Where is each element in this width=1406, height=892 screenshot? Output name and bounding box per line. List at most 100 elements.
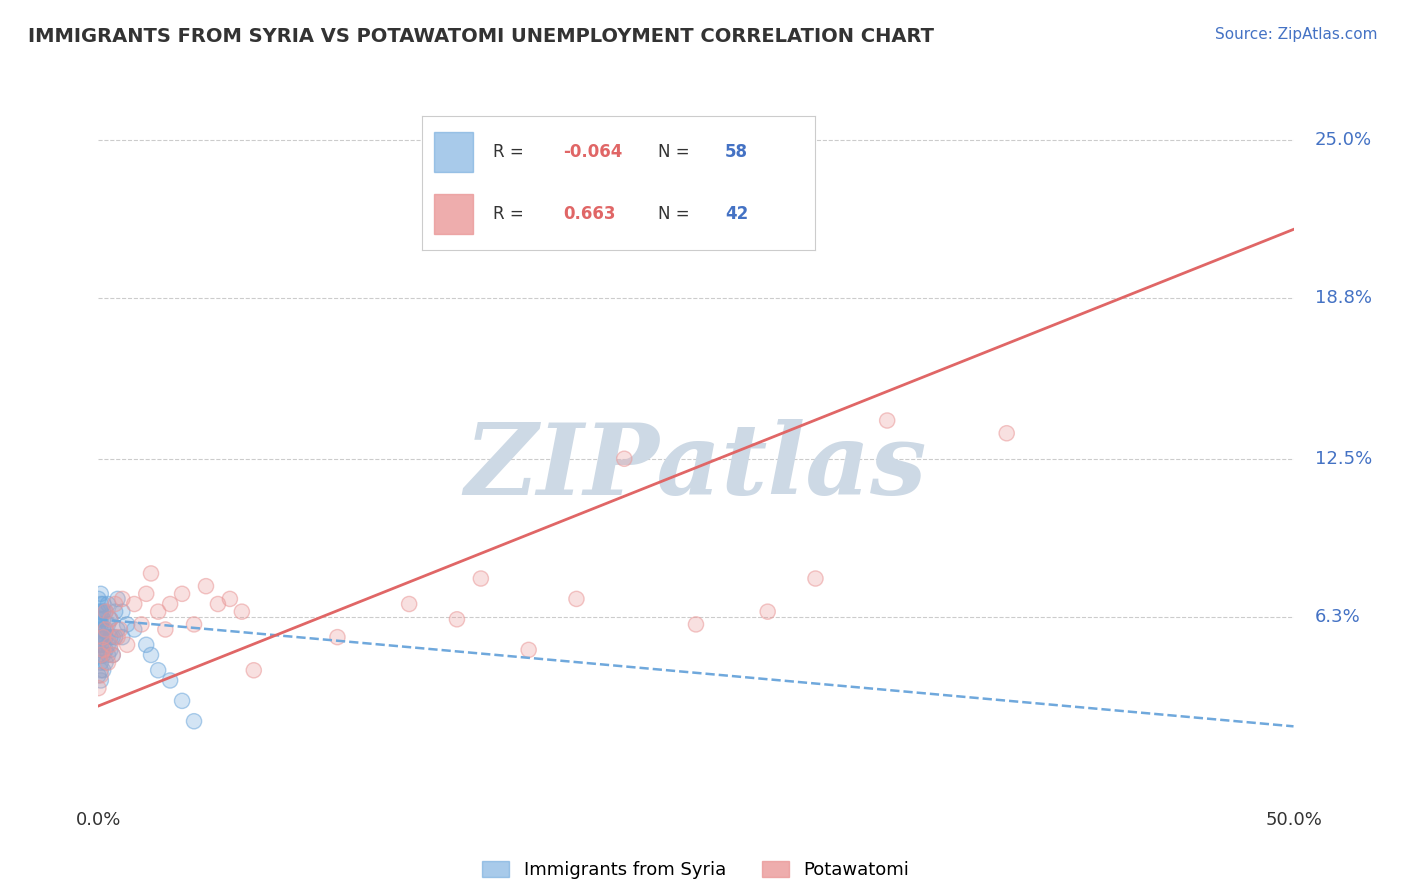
Point xyxy=(101,648,124,662)
Point xyxy=(91,612,114,626)
Point xyxy=(87,668,110,682)
Point xyxy=(159,597,181,611)
Point xyxy=(326,630,349,644)
Point xyxy=(124,623,146,637)
Point xyxy=(243,663,266,677)
Point xyxy=(219,591,242,606)
Point xyxy=(107,591,129,606)
Point xyxy=(97,656,120,670)
Point xyxy=(685,617,707,632)
Point xyxy=(94,623,117,637)
Point xyxy=(90,648,112,662)
Point xyxy=(148,663,170,677)
Point xyxy=(98,612,122,626)
Point xyxy=(159,673,181,688)
Point xyxy=(148,605,170,619)
Point xyxy=(90,638,112,652)
Point xyxy=(90,663,112,677)
Point xyxy=(139,566,162,581)
Point xyxy=(90,673,112,688)
Point xyxy=(87,668,110,682)
Point xyxy=(115,638,138,652)
Point xyxy=(326,630,349,644)
Point xyxy=(101,648,124,662)
Text: Source: ZipAtlas.com: Source: ZipAtlas.com xyxy=(1215,27,1378,42)
Point xyxy=(101,648,124,662)
Point xyxy=(90,617,112,632)
Point xyxy=(91,623,114,637)
Point xyxy=(98,612,122,626)
Point xyxy=(90,612,112,626)
Point xyxy=(517,643,540,657)
Point xyxy=(87,630,110,644)
Point xyxy=(111,630,134,644)
Point xyxy=(91,605,114,619)
Text: 6.3%: 6.3% xyxy=(1315,607,1361,626)
Point xyxy=(398,597,420,611)
Point xyxy=(172,587,194,601)
Text: R =: R = xyxy=(492,204,523,223)
Point xyxy=(91,630,114,644)
Point xyxy=(115,617,138,632)
Point xyxy=(98,638,122,652)
Point xyxy=(207,597,229,611)
Point xyxy=(995,426,1018,441)
Point xyxy=(90,612,112,626)
Point xyxy=(87,612,110,626)
Point xyxy=(172,694,194,708)
Point xyxy=(101,648,124,662)
Point xyxy=(446,612,468,626)
Point xyxy=(135,638,157,652)
Text: 12.5%: 12.5% xyxy=(1315,450,1372,467)
Point xyxy=(90,617,112,632)
Point xyxy=(97,617,120,632)
Point xyxy=(155,623,177,637)
Point xyxy=(104,630,127,644)
Point xyxy=(97,597,120,611)
Point xyxy=(87,612,110,626)
Point xyxy=(97,638,120,652)
Point xyxy=(98,643,122,657)
Point xyxy=(90,673,112,688)
Point xyxy=(90,668,112,682)
Point xyxy=(97,638,120,652)
Point xyxy=(94,623,117,637)
Point xyxy=(107,623,129,637)
Point xyxy=(91,643,114,657)
Point xyxy=(90,605,112,619)
Point xyxy=(159,597,181,611)
Point xyxy=(91,597,114,611)
Point xyxy=(565,591,588,606)
Text: 58: 58 xyxy=(725,143,748,161)
Point xyxy=(183,617,205,632)
Point xyxy=(94,605,117,619)
Point xyxy=(148,663,170,677)
Point xyxy=(172,587,194,601)
Point xyxy=(101,630,124,644)
Point xyxy=(159,673,181,688)
Point xyxy=(398,597,420,611)
Point xyxy=(111,630,134,644)
Point xyxy=(98,638,122,652)
Point xyxy=(107,623,129,637)
Point xyxy=(517,643,540,657)
Point xyxy=(90,648,112,662)
Text: 0.663: 0.663 xyxy=(564,204,616,223)
Point xyxy=(104,597,127,611)
Bar xyxy=(433,194,472,234)
Point xyxy=(131,617,153,632)
Point xyxy=(94,643,117,657)
Point xyxy=(90,623,112,637)
Point xyxy=(876,413,898,427)
Legend: Immigrants from Syria, Potawatomi: Immigrants from Syria, Potawatomi xyxy=(482,861,910,880)
Y-axis label: Unemployment: Unemployment xyxy=(0,376,8,516)
Point xyxy=(104,597,127,611)
Point xyxy=(995,426,1018,441)
Point xyxy=(87,605,110,619)
Point xyxy=(97,648,120,662)
Point xyxy=(90,623,112,637)
Text: IMMIGRANTS FROM SYRIA VS POTAWATOMI UNEMPLOYMENT CORRELATION CHART: IMMIGRANTS FROM SYRIA VS POTAWATOMI UNEM… xyxy=(28,27,934,45)
Point xyxy=(87,605,110,619)
Point xyxy=(139,648,162,662)
Point xyxy=(94,605,117,619)
